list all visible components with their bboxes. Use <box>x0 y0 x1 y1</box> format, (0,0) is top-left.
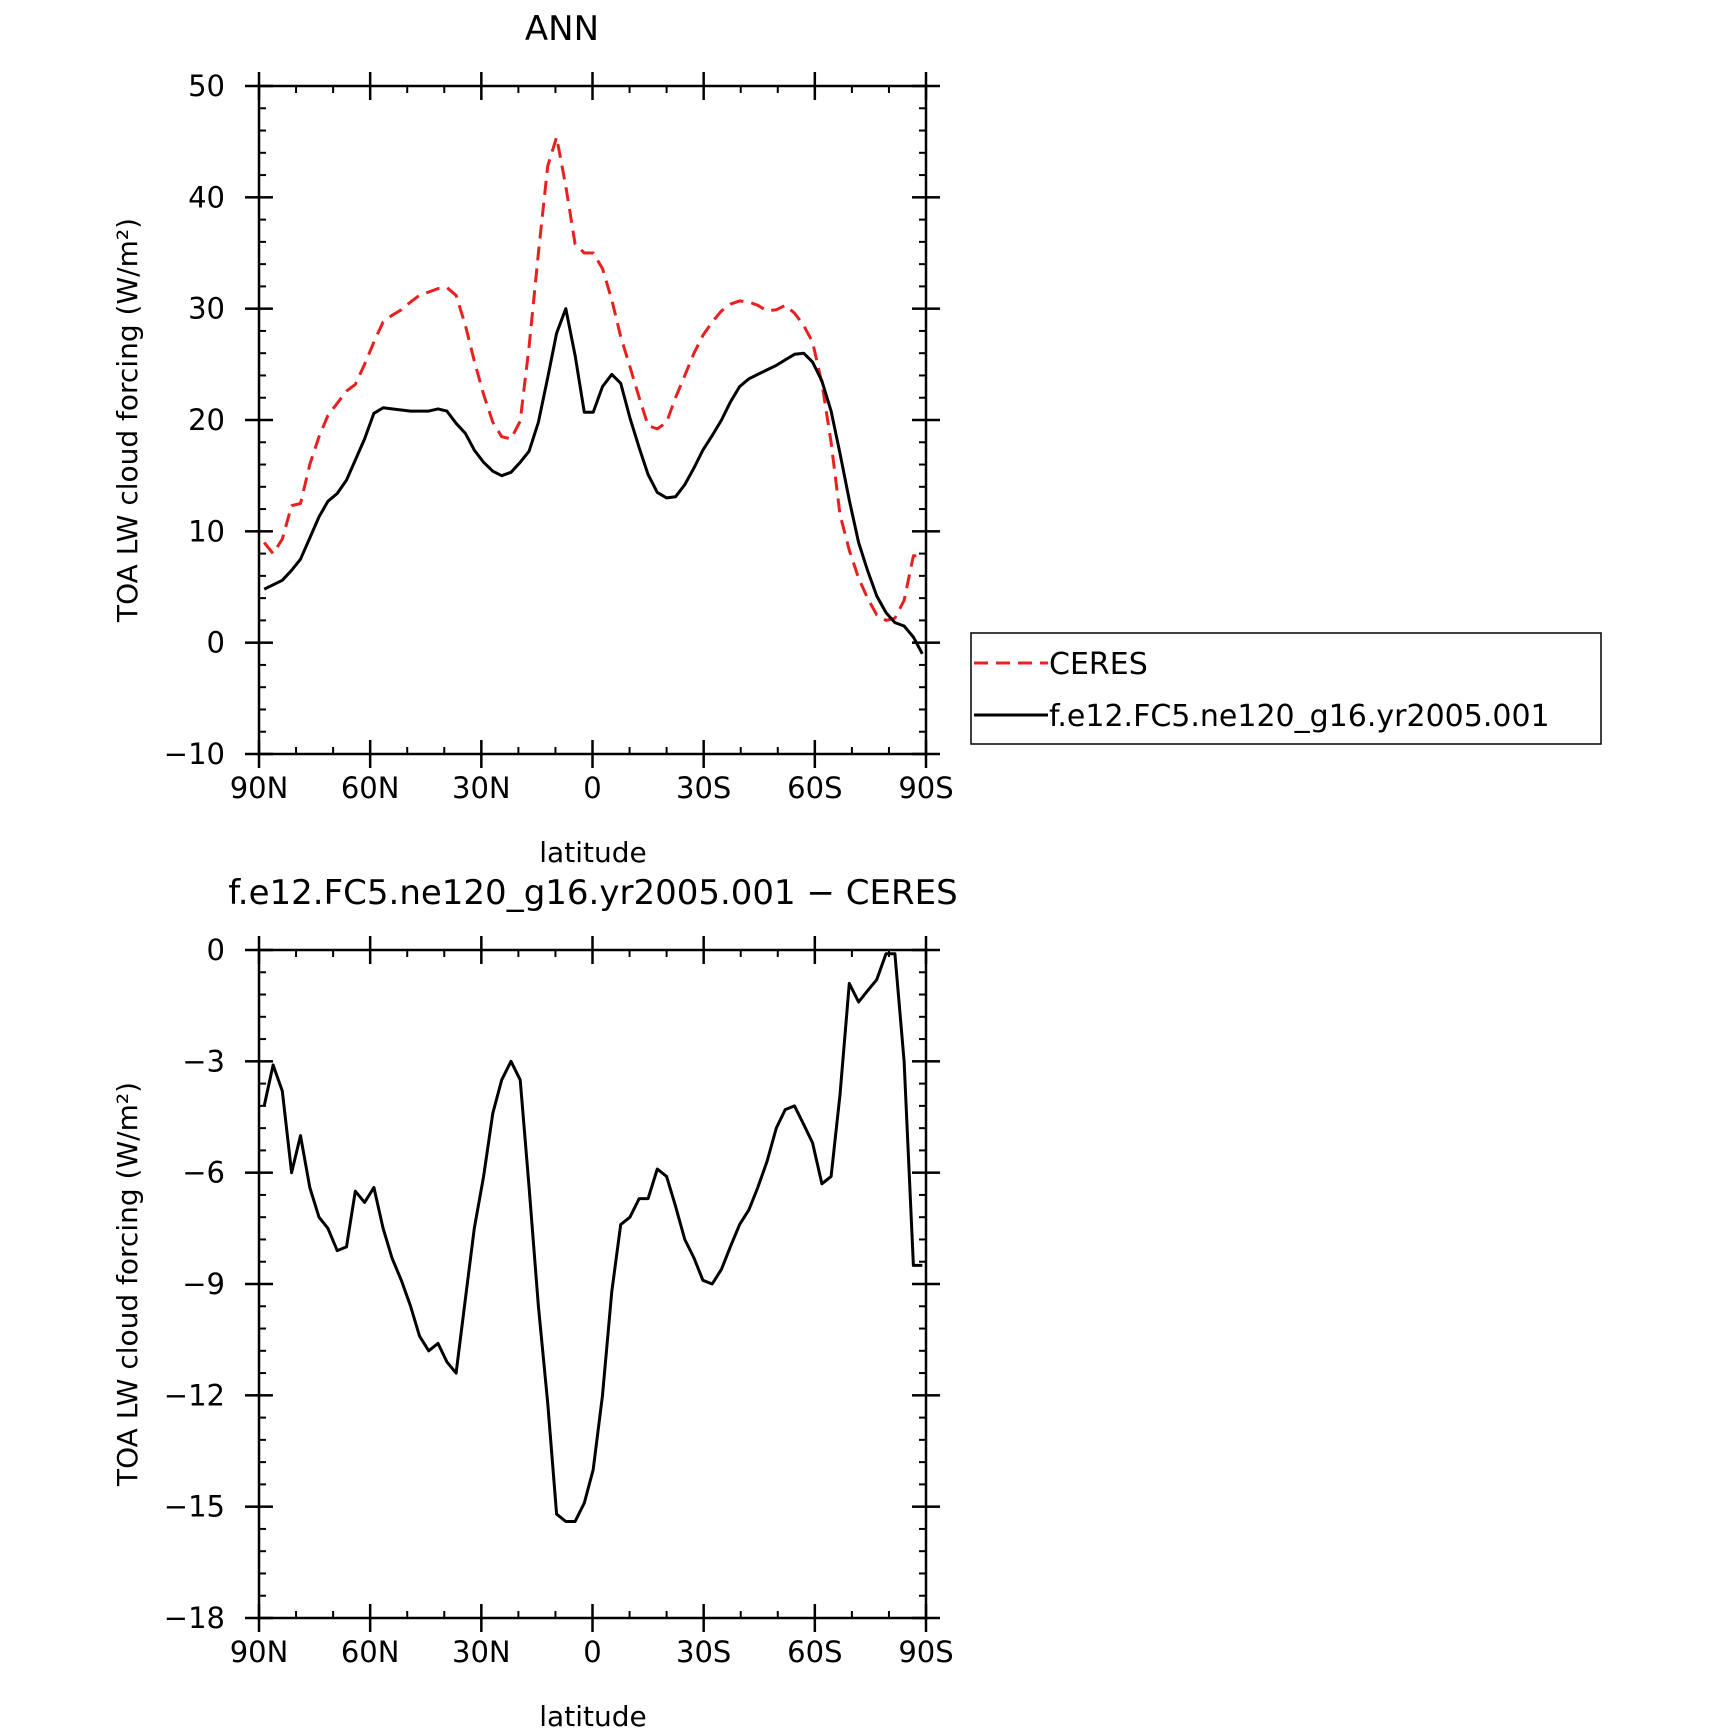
panel-bottom-x-axis-label: latitude <box>539 1700 646 1733</box>
y-tick-label: −10 <box>164 737 225 771</box>
y-tick-label: −18 <box>164 1601 225 1635</box>
y-tick-label: −6 <box>182 1156 225 1190</box>
x-tick-label: 90S <box>898 771 953 805</box>
y-tick-label: 50 <box>188 69 225 103</box>
y-tick-label: 40 <box>188 180 225 214</box>
series-line-top-ceres <box>263 135 923 622</box>
series-line-top-f-e12-fc5-ne120-g16-yr2005-001 <box>263 307 924 655</box>
panel-bottom-plot-frame <box>257 948 928 1620</box>
x-tick-label: 90N <box>230 771 289 805</box>
panel-bottom-y-axis-label: TOA LW cloud forcing (W/m²) <box>111 1082 144 1487</box>
x-tick-label: 60S <box>787 771 842 805</box>
panel-top-x-axis-label: latitude <box>539 836 646 869</box>
y-tick-label: −3 <box>182 1044 225 1078</box>
x-tick-label: 0 <box>583 771 601 805</box>
y-tick-label: 0 <box>207 933 225 967</box>
legend-box <box>970 632 1602 745</box>
x-tick-label: 30N <box>452 1635 511 1669</box>
panel-top-ticks <box>245 72 940 768</box>
legend: CERES f.e12.FC5.ne120_g16.yr2005.001 <box>970 632 1602 745</box>
x-tick-label: 30N <box>452 771 511 805</box>
panel-top-plot-frame <box>257 84 928 756</box>
y-tick-label: 30 <box>188 292 225 326</box>
panel-top-tick-labels: 90N 60N 30N 0 30S 60S 90S −10 0 10 20 30 40 50 <box>164 69 954 805</box>
panel-bottom-series-layer <box>262 952 923 1523</box>
y-tick-label: 10 <box>188 514 225 548</box>
legend-label-model: f.e12.FC5.ne120_g16.yr2005.001 <box>1049 699 1550 734</box>
x-tick-label: 60S <box>787 1635 842 1669</box>
x-tick-label: 0 <box>583 1635 601 1669</box>
panel-top-series-layer <box>263 135 924 655</box>
y-tick-label: −15 <box>164 1490 225 1524</box>
panel-top-annual: ANN 90N 60N 30N 0 30S 60S 90S −10 0 10 20 30 40 50 la… <box>111 9 954 869</box>
y-tick-label: 0 <box>207 626 225 660</box>
x-tick-label: 30S <box>676 771 731 805</box>
y-tick-label: 20 <box>188 403 225 437</box>
x-tick-label: 60N <box>341 771 400 805</box>
panel-top-title: ANN <box>525 9 599 49</box>
x-tick-label: 60N <box>341 1635 400 1669</box>
panel-bottom-ticks <box>245 936 940 1632</box>
y-tick-label: −12 <box>164 1378 225 1412</box>
panel-bottom-title: f.e12.FC5.ne120_g16.yr2005.001 − CERES <box>228 873 957 913</box>
series-line-bottom-difference <box>262 952 923 1523</box>
x-tick-label: 90S <box>898 1635 953 1669</box>
x-tick-label: 90N <box>230 1635 289 1669</box>
x-tick-label: 30S <box>676 1635 731 1669</box>
y-tick-label: −9 <box>182 1267 225 1301</box>
legend-label-ceres: CERES <box>1049 647 1148 682</box>
panel-bottom-difference: f.e12.FC5.ne120_g16.yr2005.001 − CERES 9… <box>111 873 958 1733</box>
panel-bottom-tick-labels: 90N 60N 30N 0 30S 60S 90S −18 −15 −12 −9 −6 −3 0 <box>164 933 954 1669</box>
panel-top-y-axis-label: TOA LW cloud forcing (W/m²) <box>111 218 144 623</box>
